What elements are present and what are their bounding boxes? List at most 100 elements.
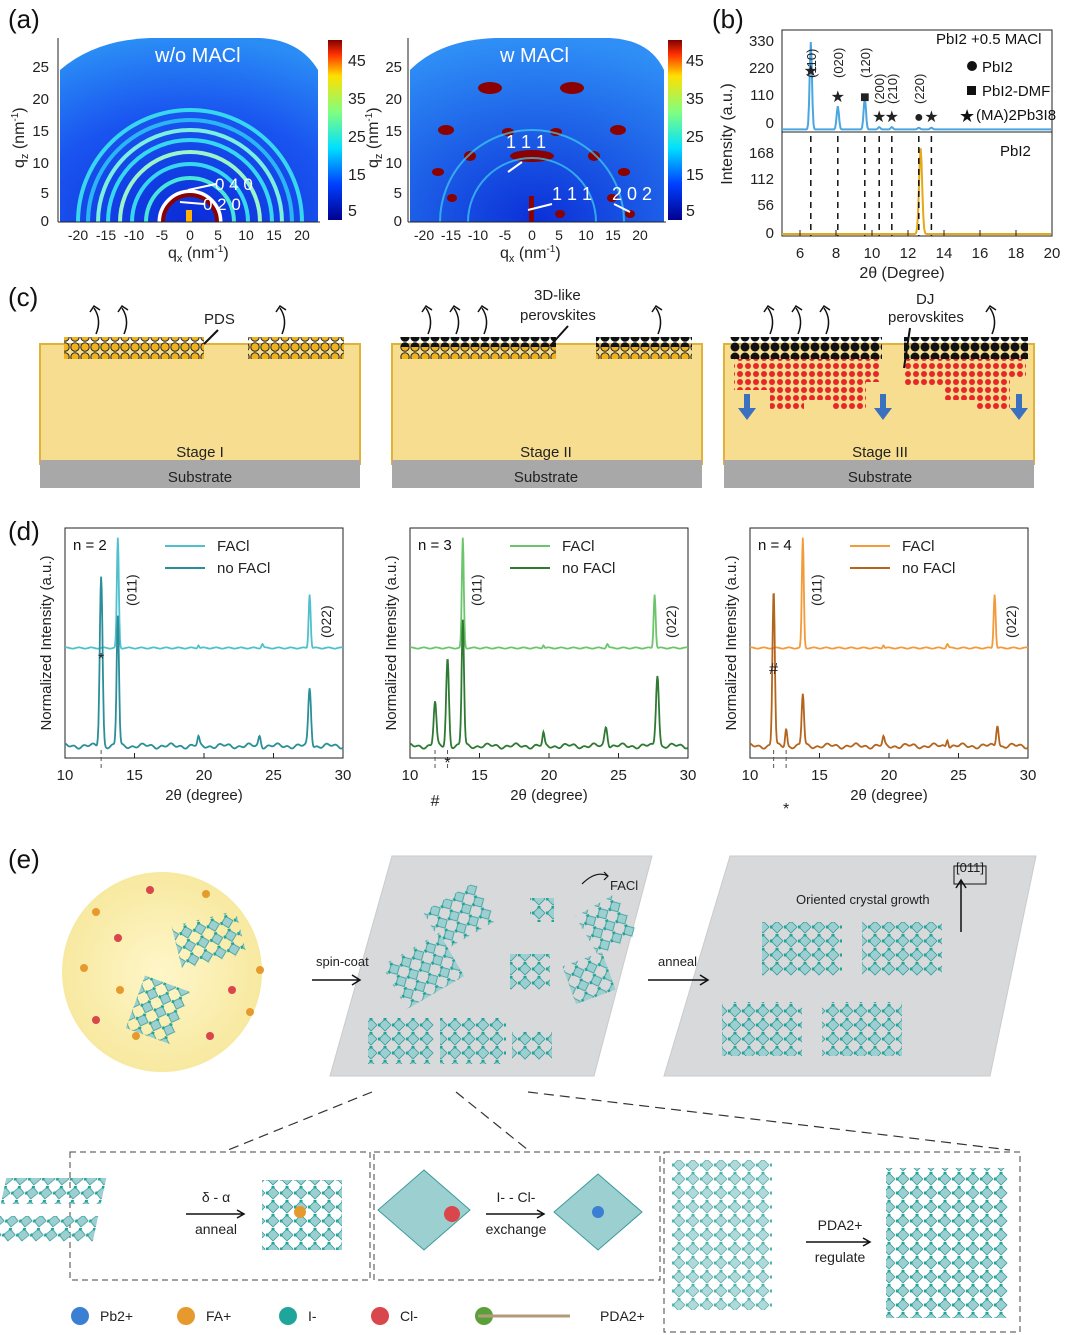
legend-item: FACl bbox=[902, 538, 935, 555]
ytick-bottom: 168 bbox=[749, 145, 774, 162]
substrate-label: Substrate bbox=[514, 469, 578, 486]
ytick: 20 bbox=[32, 91, 49, 108]
ytick: 5 bbox=[394, 185, 402, 202]
evaporation-arrow-icon bbox=[763, 304, 775, 335]
peak-label: (011) bbox=[123, 574, 139, 606]
arrow-right-icon bbox=[186, 1209, 246, 1219]
legend-item: no FACl bbox=[562, 560, 615, 577]
box-3-content bbox=[672, 1160, 1008, 1318]
panel-label-e: (e) bbox=[8, 844, 40, 874]
peak-marker-label: * bbox=[444, 755, 450, 772]
xtick: 20 bbox=[632, 227, 648, 243]
series-bottom-line bbox=[782, 148, 1052, 235]
xtick: 20 bbox=[541, 767, 558, 784]
xtick: 20 bbox=[196, 767, 213, 784]
cbar-tick: 15 bbox=[686, 167, 704, 184]
annot-111-top: 1 1 1 bbox=[506, 132, 546, 152]
xtick: -15 bbox=[96, 227, 116, 243]
ytick-bottom: 56 bbox=[757, 197, 774, 214]
cbar-tick: 45 bbox=[348, 53, 366, 70]
evaporation-arrow-icon bbox=[449, 304, 461, 335]
legend-item: Pb2+ bbox=[100, 1308, 133, 1324]
down-arrow-icon bbox=[874, 394, 892, 420]
box-2-content bbox=[377, 1169, 643, 1251]
xtick: 10 bbox=[57, 767, 74, 784]
ion-dot bbox=[256, 966, 264, 974]
xlabel: 2θ (degree) bbox=[510, 787, 588, 804]
chart-title: n = 3 bbox=[418, 537, 452, 554]
arrow-020 bbox=[179, 201, 205, 205]
legend-item: Cl- bbox=[400, 1308, 418, 1324]
stage-3: Stage III Substrate DJ perovskites bbox=[723, 291, 1035, 488]
chart-title: n = 2 bbox=[73, 537, 107, 554]
ylabel: Normalized Intensity (a.u.) bbox=[723, 555, 740, 730]
giwaxs-left: w/o MACl 0 4 0 0 2 0 25 20 15 10 5 0 -20… bbox=[10, 38, 366, 265]
peak-label: (210) bbox=[885, 74, 900, 104]
xtick: 10 bbox=[578, 227, 594, 243]
xtick: -20 bbox=[68, 227, 88, 243]
arrow-right-icon bbox=[312, 974, 362, 986]
xtick: 5 bbox=[555, 227, 563, 243]
evaporation-arrow-icon bbox=[985, 304, 997, 335]
xlabel-left: qx (nm-1) bbox=[168, 244, 229, 265]
box-3-top: PDA2+ bbox=[818, 1217, 863, 1233]
xlabel-right: qx (nm-1) bbox=[500, 244, 561, 265]
panel-c-stages: Stage I Substrate PDS Stage II Substrate… bbox=[39, 287, 1035, 488]
peak-label: (220) bbox=[912, 74, 927, 104]
evaporation-arrow-icon bbox=[791, 304, 803, 335]
legend-item: (MA)2Pb3I8 bbox=[976, 107, 1056, 124]
series-facl-line bbox=[64, 537, 344, 650]
peak-label: (022) bbox=[663, 605, 679, 638]
legend-item: no FACl bbox=[902, 560, 955, 577]
peak-label: (110) bbox=[804, 49, 819, 78]
zoom-lines bbox=[227, 1091, 1011, 1151]
xtick: 0 bbox=[186, 227, 194, 243]
evaporation-arrow-icon bbox=[477, 304, 489, 335]
stage-2: Stage II Substrate 3D-like perovskites bbox=[391, 287, 703, 488]
crystals-plate-1 bbox=[368, 881, 639, 1064]
ytick-top: 330 bbox=[749, 33, 774, 50]
octahedra-cluster bbox=[125, 910, 247, 1045]
stage-2-label: Stage II bbox=[520, 444, 572, 461]
ion-dot bbox=[228, 986, 236, 994]
ytick: 25 bbox=[32, 59, 49, 76]
xtick: 12 bbox=[900, 245, 917, 262]
peak-label: (022) bbox=[1003, 605, 1019, 638]
ytick: 0 bbox=[394, 213, 402, 230]
series-no-facl-line bbox=[64, 576, 344, 750]
arrow-up-icon bbox=[955, 878, 967, 932]
ylabel-b: Intensity (a.u.) bbox=[719, 83, 736, 184]
plot-frame bbox=[64, 527, 344, 759]
xtick: -15 bbox=[441, 227, 461, 243]
phase-marker-icon: ★ bbox=[924, 109, 938, 126]
cbar-tick: 35 bbox=[348, 91, 366, 108]
ylabel-left: qz (nm-1) bbox=[10, 107, 31, 168]
stage-1-label: Stage I bbox=[176, 444, 224, 461]
legend-item: FACl bbox=[562, 538, 595, 555]
ion-dot bbox=[146, 886, 154, 894]
arrow-right-icon bbox=[806, 1237, 872, 1247]
escape-arrow-icon bbox=[581, 871, 609, 885]
ion-dot bbox=[246, 1008, 254, 1016]
panel-a-giwaxs: w/o MACl 0 4 0 0 2 0 25 20 15 10 5 0 -20… bbox=[10, 38, 704, 265]
chart-n2: 10 15 20 25 30 2θ (degree) Normalized Intensit… bbox=[38, 527, 351, 804]
cbar-tick: 45 bbox=[686, 53, 704, 70]
ytick: 15 bbox=[32, 123, 49, 140]
plot-frame bbox=[409, 527, 689, 759]
panel-b-bottom-frame bbox=[781, 131, 1053, 237]
peak-marker-label: # bbox=[431, 793, 440, 810]
callout-dj-2: perovskites bbox=[888, 309, 964, 326]
panel-label-c: (c) bbox=[8, 282, 39, 312]
label-facl: FACl bbox=[610, 878, 638, 893]
substrate-label: Substrate bbox=[168, 469, 232, 486]
xtick: 0 bbox=[528, 227, 536, 243]
box-3-bottom: regulate bbox=[815, 1249, 866, 1265]
ytick: 0 bbox=[41, 213, 49, 230]
chart-n3: 10 15 20 25 30 2θ (degree) Normalized Intensit… bbox=[383, 527, 696, 810]
series-no-facl-line bbox=[409, 619, 689, 750]
legend-swatch bbox=[177, 1307, 195, 1325]
down-arrow-icon bbox=[738, 394, 756, 420]
ylabel: Normalized Intensity (a.u.) bbox=[38, 555, 55, 730]
arrow-202 bbox=[613, 203, 631, 213]
series-facl-line bbox=[409, 537, 689, 650]
